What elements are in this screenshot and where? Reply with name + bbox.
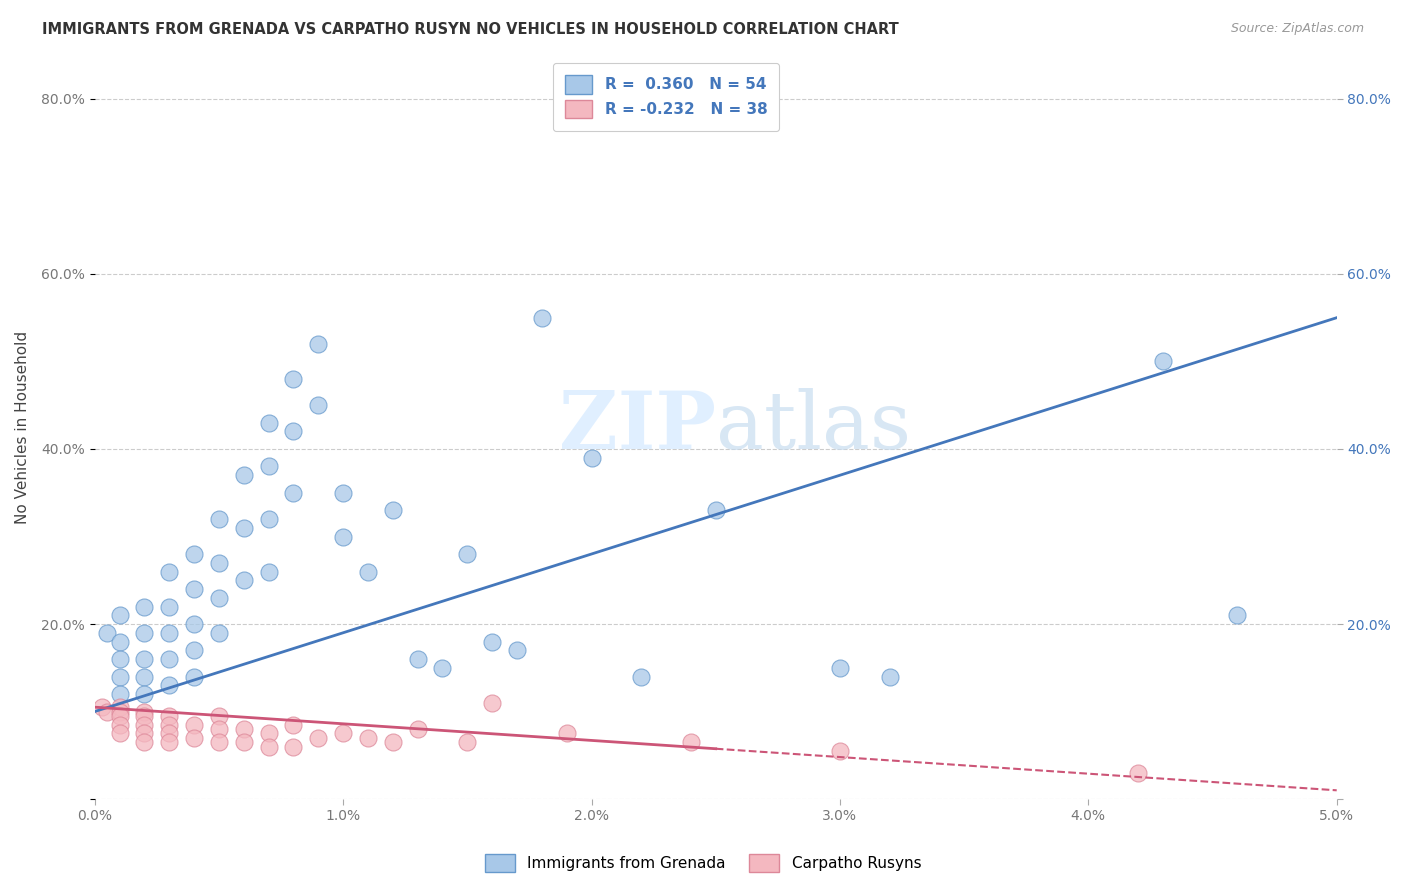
Point [96,625,118,640]
Point [108,634,131,648]
Point [183,731,205,745]
Point [432,661,454,675]
Point [232,521,254,535]
Point [283,372,305,386]
Point [108,717,131,731]
Point [208,625,231,640]
Point [283,485,305,500]
Point [257,565,280,579]
Point [357,565,380,579]
Point [208,735,231,749]
Legend: R =  0.360   N = 54, R = -0.232   N = 38: R = 0.360 N = 54, R = -0.232 N = 38 [553,62,779,130]
Point [208,722,231,736]
Point [183,717,205,731]
Point [96,705,118,719]
Point [406,722,429,736]
Text: Source: ZipAtlas.com: Source: ZipAtlas.com [1230,22,1364,36]
Point [506,643,529,657]
Point [157,599,180,614]
Point [630,669,652,683]
Point [134,625,156,640]
Point [704,503,727,517]
Point [183,547,205,561]
Point [108,687,131,701]
Point [232,735,254,749]
Point [183,669,205,683]
Point [157,735,180,749]
Point [232,468,254,483]
Point [108,669,131,683]
Point [381,735,404,749]
Point [481,696,503,710]
Point [134,705,156,719]
Point [406,652,429,666]
Point [208,512,231,526]
Point [283,717,305,731]
Point [134,726,156,740]
Point [208,556,231,570]
Point [456,735,478,749]
Point [157,652,180,666]
Point [91,700,114,714]
Point [257,512,280,526]
Point [134,669,156,683]
Point [283,739,305,754]
Point [134,717,156,731]
Point [208,709,231,723]
Point [232,722,254,736]
Point [307,398,329,412]
Point [208,591,231,605]
Point [134,735,156,749]
Point [108,726,131,740]
Point [134,599,156,614]
Point [134,687,156,701]
Point [157,709,180,723]
Point [134,652,156,666]
Point [283,425,305,439]
Point [157,717,180,731]
Point [828,661,851,675]
Point [1226,608,1249,623]
Point [307,731,329,745]
Y-axis label: No Vehicles in Household: No Vehicles in Household [15,331,30,524]
Point [456,547,478,561]
Point [257,739,280,754]
Point [232,574,254,588]
Point [530,310,553,325]
Point [581,450,603,465]
Point [381,503,404,517]
Text: ZIP: ZIP [558,388,716,467]
Point [481,634,503,648]
Point [357,731,380,745]
Point [1152,354,1174,368]
Point [257,726,280,740]
Point [157,565,180,579]
Point [555,726,578,740]
Point [183,643,205,657]
Point [332,726,354,740]
Point [307,337,329,351]
Point [108,709,131,723]
Point [157,625,180,640]
Point [157,678,180,692]
Point [134,709,156,723]
Point [679,735,702,749]
Point [108,700,131,714]
Point [1126,765,1149,780]
Point [332,529,354,543]
Point [183,582,205,596]
Point [332,485,354,500]
Point [257,459,280,474]
Point [108,652,131,666]
Point [828,744,851,758]
Point [157,726,180,740]
Text: atlas: atlas [716,388,911,467]
Point [108,608,131,623]
Point [879,669,901,683]
Point [257,416,280,430]
Point [183,617,205,632]
Text: IMMIGRANTS FROM GRENADA VS CARPATHO RUSYN NO VEHICLES IN HOUSEHOLD CORRELATION C: IMMIGRANTS FROM GRENADA VS CARPATHO RUSY… [42,22,898,37]
Point [108,705,131,719]
Legend: Immigrants from Grenada, Carpatho Rusyns: Immigrants from Grenada, Carpatho Rusyns [477,846,929,880]
